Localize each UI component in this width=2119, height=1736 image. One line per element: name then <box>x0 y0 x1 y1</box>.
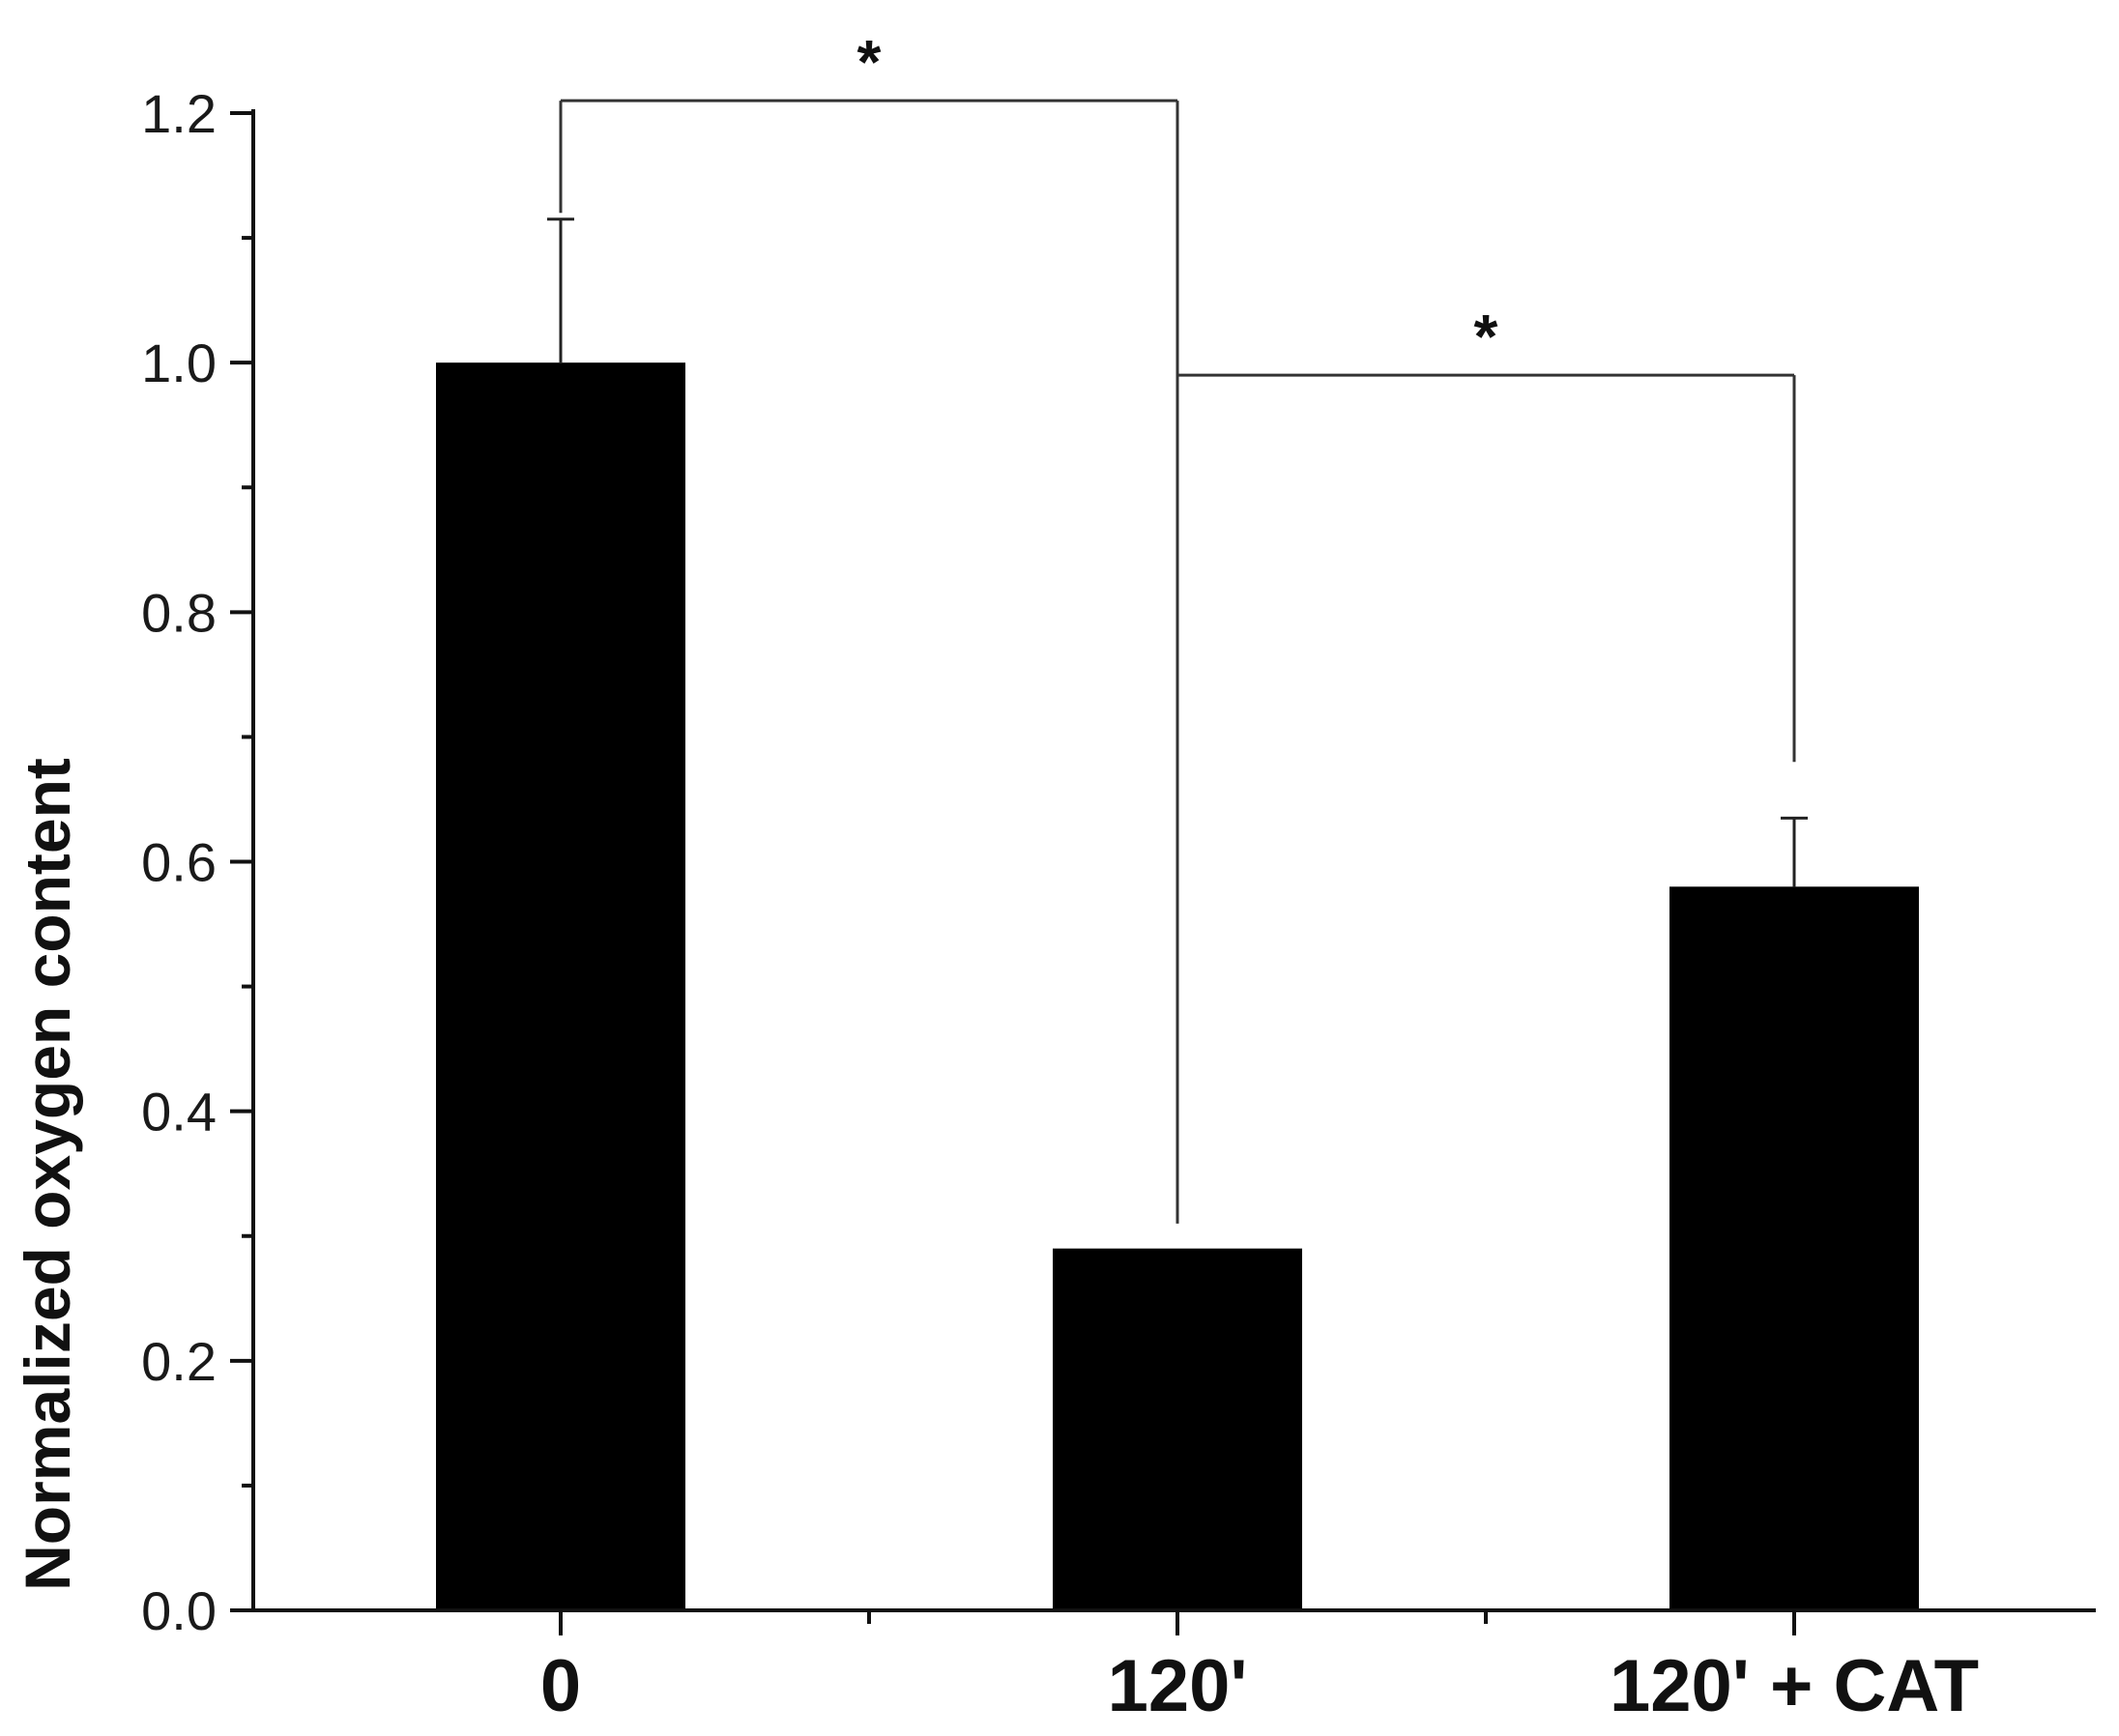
y-axis-title: Normalized oxygen content <box>12 758 83 1591</box>
significance-brackets-layer: ** <box>559 27 1796 1224</box>
error-bars-layer <box>547 217 1808 887</box>
bar-2 <box>1669 886 1919 1610</box>
labels-layer: Normalized oxygen content 0.0 0.2 0.4 0.6 0.… <box>12 83 1979 1727</box>
axes-layer <box>230 109 2096 1635</box>
y-tick-label: 0.8 <box>141 582 217 643</box>
y-tick-label: 1.0 <box>141 333 217 393</box>
significance-star-0: * <box>857 27 882 97</box>
y-tick-label: 1.2 <box>141 83 217 144</box>
y-tick-label: 0.0 <box>141 1580 217 1641</box>
bars-layer <box>436 362 1919 1611</box>
x-tick-label: 120' <box>1108 1645 1248 1727</box>
y-tick-label: 0.6 <box>141 832 217 893</box>
significance-star-1: * <box>1474 302 1498 371</box>
bar-1 <box>1053 1248 1302 1610</box>
bar-0 <box>436 362 685 1611</box>
x-tick-label: 120' + CAT <box>1610 1645 1979 1727</box>
y-tick-label: 0.4 <box>141 1082 217 1143</box>
y-tick-label: 0.2 <box>141 1331 217 1392</box>
x-tick-label: 0 <box>540 1645 581 1727</box>
